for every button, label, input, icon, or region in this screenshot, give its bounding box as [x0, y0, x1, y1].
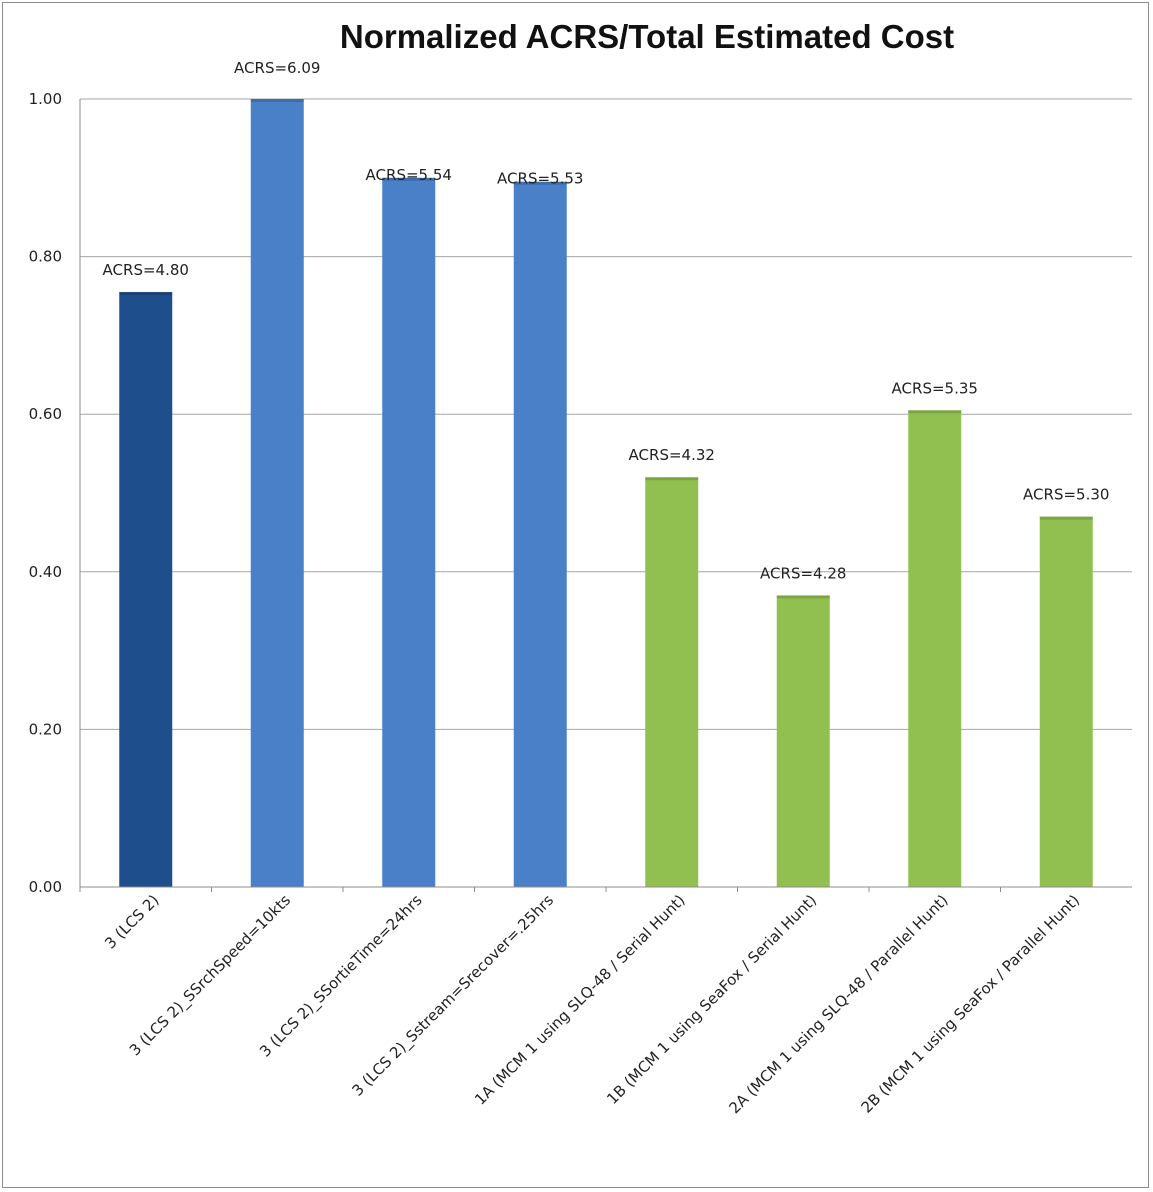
data-label: ACRS=5.54 [366, 166, 452, 184]
y-tick-label: 0.80 [29, 248, 62, 266]
bar [776, 595, 830, 887]
data-label: ACRS=5.53 [497, 170, 583, 188]
data-labels: ACRS=4.80 ACRS=6.09 ACRS=5.54 ACRS=5.53 ACRS… [103, 59, 1110, 582]
category-label: 1A (MCM 1 using SLQ-48 / Serial Hunt) [471, 891, 688, 1108]
data-label: ACRS=4.28 [760, 564, 846, 582]
bar [1039, 516, 1093, 887]
bar-top-edge [1039, 516, 1093, 520]
bar [119, 292, 173, 887]
bar-top-edge [513, 181, 567, 185]
data-label: ACRS=5.30 [1023, 486, 1109, 504]
bar-top-edge [908, 410, 962, 414]
data-label: ACRS=4.32 [629, 446, 715, 464]
y-axis: 0.00 0.20 0.40 0.60 0.80 1.00 [29, 90, 81, 896]
bar [513, 181, 567, 888]
gridlines [80, 98, 1132, 730]
bar-top-edge [645, 477, 699, 481]
y-tick-label: 0.00 [29, 878, 62, 896]
category-label: 1B (MCM 1 using SeaFox / Serial Hunt) [603, 891, 820, 1108]
bar-top-edge [776, 595, 830, 599]
bar-top-edge [382, 177, 436, 181]
category-label: 2A (MCM 1 using SLQ-48 / Parallel Hunt) [725, 891, 951, 1117]
data-label: ACRS=6.09 [234, 59, 320, 77]
y-tick-label: 0.20 [29, 720, 62, 738]
chart-title: Normalized ACRS/Total Estimated Cost [340, 18, 954, 55]
category-label: 2B (MCM 1 using SeaFox / Parallel Hunt) [858, 891, 1083, 1116]
category-label: 3 (LCS 2) [101, 891, 162, 952]
bar-top-edge [119, 292, 173, 296]
y-tick-label: 0.40 [29, 563, 62, 581]
y-tick-label: 0.60 [29, 405, 62, 423]
bar [908, 410, 962, 887]
data-label: ACRS=4.80 [103, 261, 189, 279]
data-label: ACRS=5.35 [892, 379, 978, 397]
bar-top-edge [250, 99, 304, 102]
bar [250, 99, 304, 887]
bar [645, 477, 699, 887]
bars [119, 99, 1093, 888]
bar [382, 177, 436, 888]
category-label: 3 (LCS 2)_Sstream=Srecover=.25hrs [348, 891, 557, 1100]
y-tick-label: 1.00 [29, 90, 62, 108]
